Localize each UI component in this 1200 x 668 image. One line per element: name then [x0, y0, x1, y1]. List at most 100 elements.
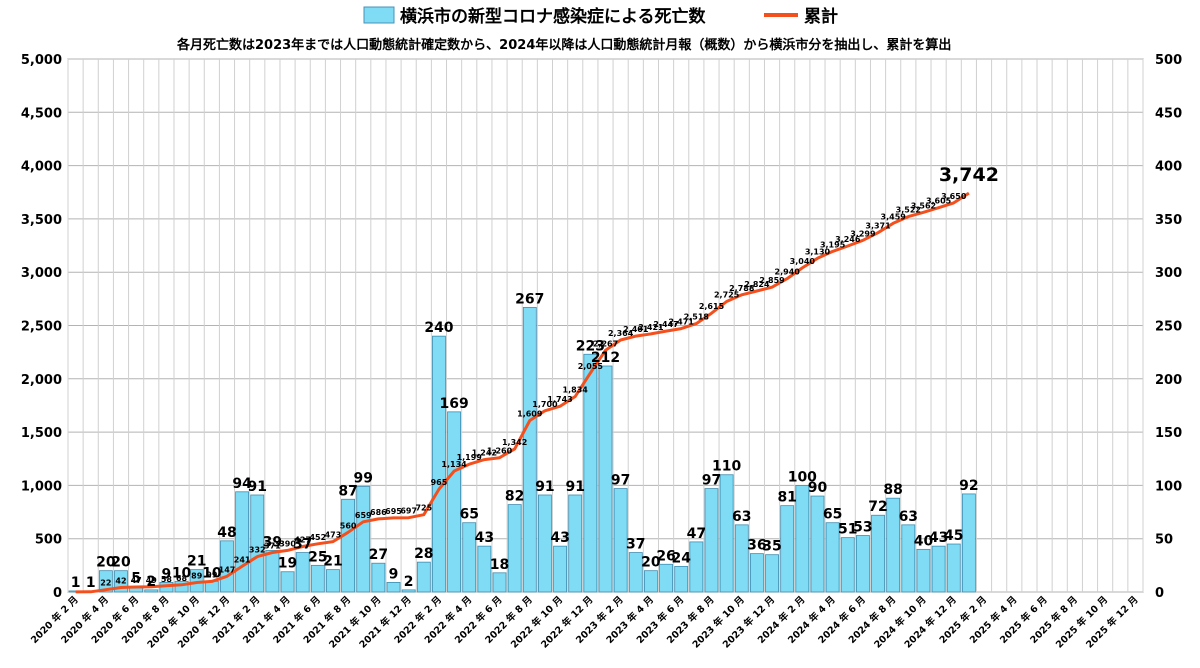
- monthly-value-label: 20: [111, 555, 131, 571]
- bar: [432, 335, 446, 593]
- bar: [447, 411, 462, 593]
- bar: [901, 524, 916, 593]
- bar: [810, 495, 825, 593]
- y-axis-left: 0 500 1,000 1,500 2,000 2,500 3,000 3,500 4,000 4…: [21, 53, 62, 601]
- monthly-value-label: 53: [853, 520, 872, 536]
- cumulative-value-label: 1,743: [547, 395, 572, 404]
- cumulative-value-label: 49: [146, 576, 158, 585]
- cumulative-value-label: 686: [370, 508, 387, 517]
- bar: [598, 365, 613, 593]
- cumulative-value-label: 1,342: [502, 438, 527, 447]
- monthly-value-label: 39: [263, 534, 282, 550]
- bar: [386, 582, 401, 593]
- monthly-value-label: 63: [899, 509, 918, 525]
- cumulative-value-label: 2,940: [775, 268, 801, 277]
- x-tick-label: 2023 年 12 月: [720, 594, 777, 651]
- cumulative-value-label: 3,299: [850, 229, 876, 238]
- bar: [538, 494, 552, 593]
- cumulative-value-label: 3,040: [790, 257, 816, 266]
- cumulative-value-label: 3,246: [835, 235, 861, 244]
- monthly-value-label: 82: [505, 489, 524, 505]
- bar: [522, 306, 537, 593]
- monthly-value-label: 28: [414, 546, 433, 562]
- bar: [462, 522, 477, 593]
- y-right-tick-label: 200: [1155, 373, 1182, 388]
- y-left-tick-label: 2,500: [21, 320, 62, 335]
- cumulative-value-label: 473: [325, 531, 342, 540]
- monthly-value-label: 43: [475, 530, 494, 546]
- x-tick-label: 2020 年 12 月: [175, 594, 232, 651]
- bar: [886, 497, 901, 593]
- monthly-value-label: 21: [323, 554, 342, 570]
- cumulative-value-label: 47: [131, 576, 142, 585]
- monthly-value-label: 63: [732, 509, 751, 525]
- bar: [961, 493, 976, 593]
- monthly-value-label: 2: [146, 574, 156, 590]
- monthly-value-label: 19: [278, 556, 297, 572]
- bar: [416, 561, 431, 593]
- cumulative-value-label: 332: [249, 546, 266, 555]
- monthly-value-label: 48: [217, 525, 236, 541]
- bar: [401, 589, 416, 593]
- bar: [144, 589, 159, 593]
- cumulative-value-label: 1,700: [532, 400, 558, 409]
- y-left-tick-label: 1,000: [21, 479, 62, 494]
- x-tick-label: 2024 年 12 月: [902, 594, 959, 651]
- bar: [235, 491, 250, 593]
- monthly-value-label: 26: [656, 548, 675, 564]
- monthly-value-label: 27: [369, 547, 388, 563]
- monthly-value-label: 9: [389, 566, 399, 582]
- monthly-value-label: 43: [550, 530, 569, 546]
- x-tick-label: 2025 年 12 月: [1084, 594, 1141, 651]
- monthly-value-label: 21: [187, 554, 206, 570]
- monthly-value-label: 97: [702, 473, 721, 489]
- bar: [280, 571, 295, 593]
- y-right-tick-label: 150: [1155, 426, 1182, 441]
- cumulative-value-label: 68: [176, 574, 188, 583]
- monthly-value-label: 20: [641, 555, 661, 571]
- cumulative-value-label: 452: [309, 533, 326, 542]
- bar: [931, 545, 946, 593]
- bar: [855, 535, 870, 593]
- monthly-value-label: 81: [777, 490, 796, 506]
- monthly-value-label: 92: [959, 478, 978, 494]
- legend-bar-label: 横浜市の新型コロナ感染症による死亡数: [400, 6, 706, 27]
- x-tick-label: 2023 年 10 月: [690, 594, 747, 651]
- chart-subtitle: 各月死亡数は2023年までは人口動態統計確定数から、2024年以降は人口動態統計…: [176, 37, 951, 53]
- bar: [644, 570, 658, 593]
- y-right-tick-label: 0: [1155, 586, 1164, 601]
- monthly-value-label: 10: [202, 565, 222, 581]
- cumulative-value-label: 1,242: [472, 449, 497, 458]
- cumulative-value-label: 2,421: [638, 323, 664, 332]
- cumulative-value-label: 147: [219, 565, 236, 574]
- y-left-tick-label: 5,000: [21, 53, 62, 68]
- cumulative-value-label: 3,650: [941, 192, 967, 201]
- x-tick-label: 2024 年 10 月: [872, 594, 929, 651]
- bar: [250, 494, 265, 593]
- bar: [356, 486, 371, 593]
- monthly-value-label: 2: [404, 574, 414, 590]
- bar-series: [68, 306, 976, 593]
- monthly-value-label: 1: [71, 575, 81, 591]
- cumulative-value-label: 2,788: [729, 284, 755, 293]
- monthly-value-label: 267: [515, 291, 544, 307]
- cumulative-value-label: 241: [234, 555, 251, 564]
- y-left-tick-label: 0: [53, 586, 62, 601]
- monthly-value-label: 43: [929, 530, 948, 546]
- y-left-tick-label: 3,000: [21, 266, 62, 281]
- bar: [946, 543, 961, 593]
- bar: [265, 550, 280, 593]
- cumulative-final-label: 3,742: [939, 164, 999, 186]
- cumulative-value-label: 427: [294, 535, 311, 544]
- bar: [553, 545, 567, 593]
- cumulative-value-label: 1,199: [457, 453, 483, 462]
- y-left-tick-label: 3,500: [21, 213, 62, 228]
- y-right-tick-label: 450: [1155, 106, 1182, 121]
- cumulative-value-label: 22: [100, 579, 111, 588]
- cumulative-value-label: 560: [340, 521, 357, 530]
- cumulative-value-label: 1,134: [441, 460, 467, 469]
- monthly-value-label: 99: [354, 470, 373, 486]
- cumulative-value-label: 2,447: [653, 320, 678, 329]
- cumulative-value-label: 2,824: [744, 280, 770, 289]
